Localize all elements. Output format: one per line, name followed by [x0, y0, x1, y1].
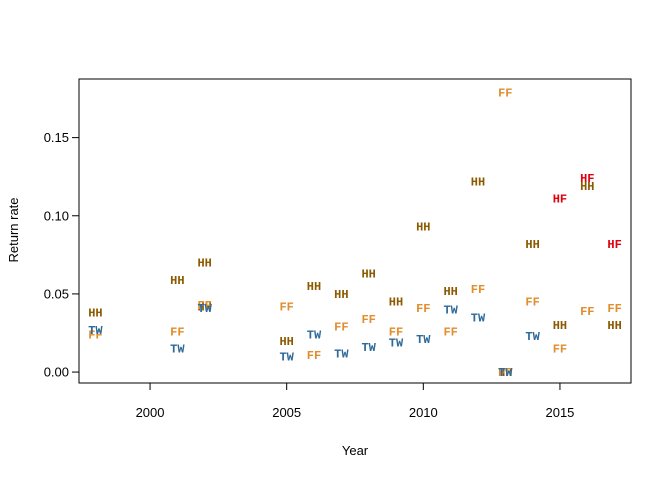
point-ff: FF — [580, 305, 594, 319]
point-tw: TW — [525, 330, 540, 344]
point-hh: HH — [416, 221, 430, 235]
y-tick-label: 0.05 — [44, 286, 69, 301]
point-ff: FF — [389, 325, 403, 339]
point-tw: TW — [88, 324, 103, 338]
y-tick-label: 0.00 — [44, 365, 69, 380]
point-hh: HH — [443, 285, 457, 299]
point-hh: HH — [307, 280, 321, 294]
point-ff: FF — [443, 325, 457, 339]
point-ff: FF — [334, 321, 348, 335]
point-hh: HH — [607, 319, 621, 333]
point-ff: FF — [525, 296, 539, 310]
point-hf: HF — [553, 193, 567, 207]
point-hh: HH — [334, 288, 348, 302]
x-tick-label: 2015 — [545, 405, 574, 420]
point-tw: TW — [389, 336, 404, 350]
x-axis-label: Year — [342, 443, 369, 458]
point-ff: FF — [170, 325, 184, 339]
point-hh: HH — [197, 300, 211, 314]
point-ff: FF — [416, 302, 430, 316]
point-ff: FF — [471, 283, 485, 297]
point-ff: FF — [498, 366, 512, 380]
point-hh: HH — [88, 307, 102, 321]
point-tw: TW — [471, 311, 486, 325]
y-tick-label: 0.10 — [44, 208, 69, 223]
point-ff: FF — [553, 343, 567, 357]
point-ff: FF — [307, 349, 321, 363]
point-ff: FF — [498, 86, 512, 100]
point-hh: HH — [197, 257, 211, 271]
point-ff: FF — [361, 313, 375, 327]
point-tw: TW — [197, 302, 212, 316]
point-tw: TW — [170, 343, 185, 357]
y-tick-label: 0.15 — [44, 130, 69, 145]
plot-box — [78, 78, 632, 384]
point-tw: TW — [334, 347, 349, 361]
y-axis-label: Return rate — [6, 197, 21, 262]
point-tw: TW — [361, 341, 376, 355]
point-hh: HH — [525, 238, 539, 252]
point-ff: FF — [279, 300, 293, 314]
point-tw: TW — [279, 350, 294, 364]
point-tw: TW — [498, 366, 513, 380]
point-hf: HF — [607, 238, 621, 252]
point-hh: HH — [580, 180, 594, 194]
point-tw: TW — [307, 329, 322, 343]
point-hh: HH — [498, 366, 512, 380]
point-tw: TW — [416, 333, 431, 347]
x-tick-label: 2005 — [272, 405, 301, 420]
point-tw: TW — [443, 304, 458, 318]
point-hh: HH — [389, 296, 403, 310]
point-ff: FF — [88, 329, 102, 343]
point-hh: HH — [279, 335, 293, 349]
point-hf: HF — [580, 172, 594, 186]
point-ff: FF — [197, 299, 211, 313]
point-hh: HH — [553, 319, 567, 333]
point-ff: FF — [607, 302, 621, 316]
x-tick-label: 2000 — [136, 405, 165, 420]
x-tick-label: 2010 — [409, 405, 438, 420]
point-hh: HH — [471, 175, 485, 189]
point-hh: HH — [361, 268, 375, 282]
point-hh: HH — [170, 274, 184, 288]
